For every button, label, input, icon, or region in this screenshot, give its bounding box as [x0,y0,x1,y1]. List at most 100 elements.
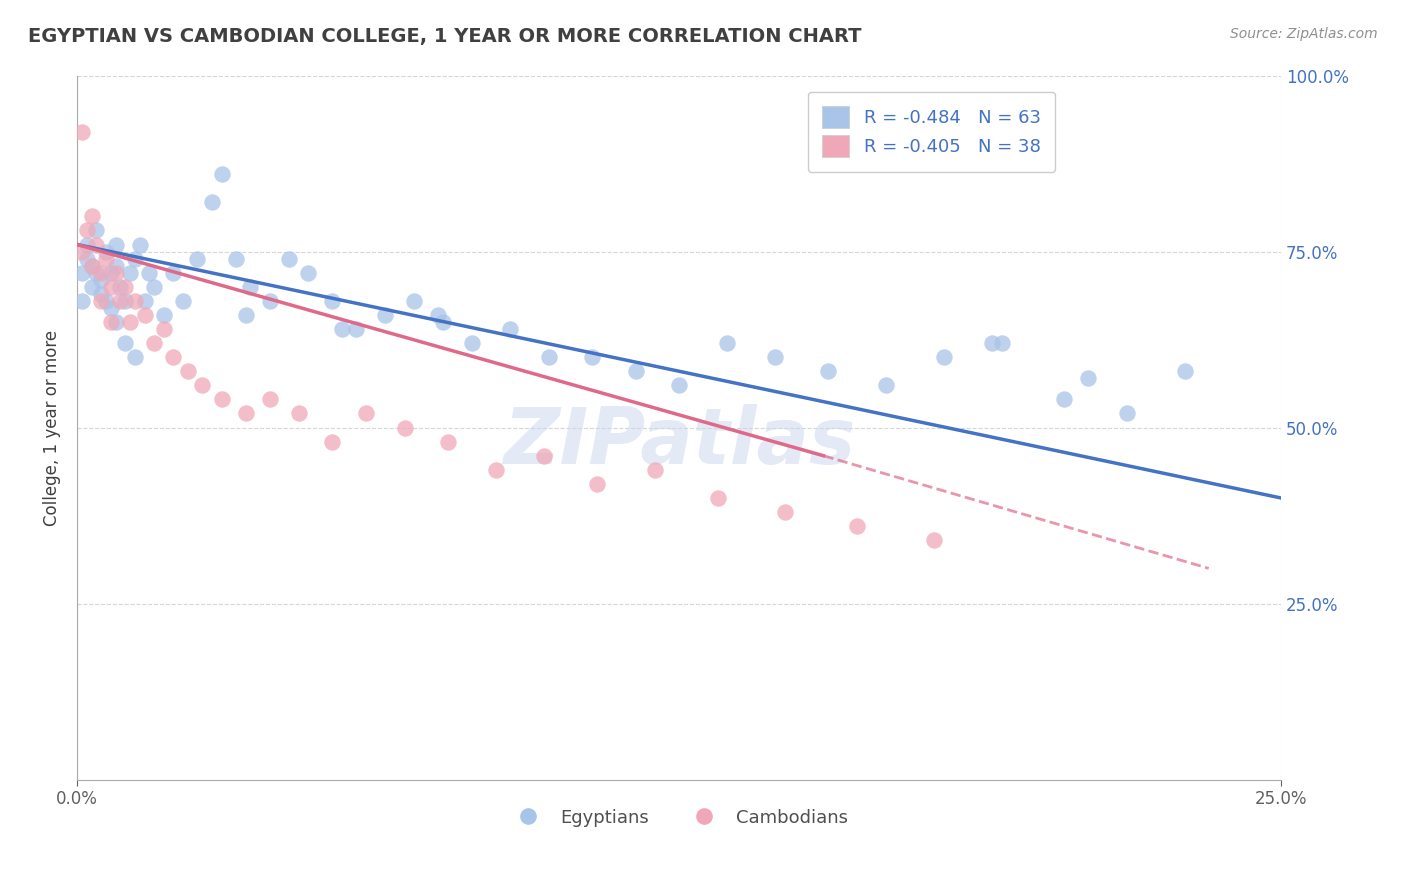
Point [120,315,142,329]
Point [124,252,146,266]
Point [120,266,142,280]
Point [586,476,609,491]
Point [211,167,233,181]
Point [104,259,127,273]
Point [162,350,184,364]
Point [104,315,127,329]
Point [86,237,108,252]
Point [374,308,396,322]
Point [225,252,247,266]
Point [211,392,233,407]
Point [172,293,194,308]
Point [932,350,955,364]
Point [773,505,796,519]
Point [581,350,603,364]
Point [330,322,353,336]
Point [94,252,117,266]
Point [104,266,127,280]
Point [90,273,112,287]
Point [94,293,117,308]
Point [533,449,555,463]
Point [278,252,301,266]
Point [100,279,122,293]
Point [90,266,112,280]
Point [297,266,319,280]
Point [354,407,377,421]
Point [394,420,416,434]
Text: Source: ZipAtlas.com: Source: ZipAtlas.com [1230,27,1378,41]
Point [100,315,122,329]
Point [186,252,208,266]
Point [114,336,136,351]
Point [404,293,426,308]
Point [235,407,257,421]
Point [259,392,281,407]
Point [70,244,93,259]
Point [981,336,1004,351]
Point [70,266,93,280]
Point [716,336,738,351]
Text: ZIPatlas: ZIPatlas [503,404,855,480]
Point [817,364,839,378]
Point [191,378,214,392]
Point [143,279,166,293]
Point [110,279,132,293]
Point [177,364,200,378]
Point [344,322,367,336]
Point [1077,371,1099,385]
Point [80,259,103,273]
Point [499,322,522,336]
Point [138,266,160,280]
Point [143,336,166,351]
Point [152,322,174,336]
Point [124,293,146,308]
Point [485,463,508,477]
Point [80,279,103,293]
Point [990,336,1012,351]
Point [235,308,257,322]
Point [432,315,454,329]
Point [437,434,460,449]
Point [706,491,728,505]
Point [80,210,103,224]
Point [128,237,150,252]
Point [110,293,132,308]
Point [1115,407,1137,421]
Point [624,364,647,378]
Text: EGYPTIAN VS CAMBODIAN COLLEGE, 1 YEAR OR MORE CORRELATION CHART: EGYPTIAN VS CAMBODIAN COLLEGE, 1 YEAR OR… [28,27,862,45]
Point [152,308,174,322]
Point [104,237,127,252]
Point [80,259,103,273]
Point [100,301,122,315]
Point [90,286,112,301]
Point [76,237,98,252]
Point [134,293,156,308]
Point [321,293,343,308]
Point [922,533,945,548]
Point [644,463,666,477]
Point [124,350,146,364]
Point [668,378,690,392]
Point [114,293,136,308]
Point [427,308,450,322]
Point [537,350,560,364]
Point [201,195,224,210]
Y-axis label: College, 1 year or more: College, 1 year or more [44,329,60,525]
Point [259,293,281,308]
Point [1174,364,1197,378]
Point [461,336,484,351]
Point [162,266,184,280]
Point [321,434,343,449]
Point [94,244,117,259]
Point [1053,392,1076,407]
Point [134,308,156,322]
Point [875,378,897,392]
Point [70,293,93,308]
Point [763,350,786,364]
Point [86,223,108,237]
Point [90,293,112,308]
Point [76,223,98,237]
Point [239,279,262,293]
Point [846,519,869,533]
Point [287,407,309,421]
